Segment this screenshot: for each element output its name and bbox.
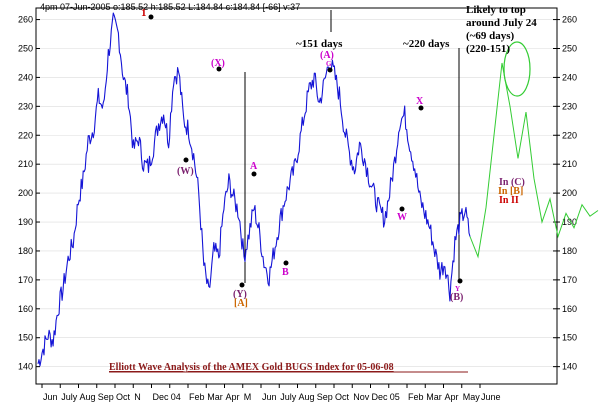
y-axis-ticks: 140 140 150 150 160 160 170 170 180 180 190 190 200 2… — [18, 15, 577, 372]
x-tick-label: Sep — [317, 392, 333, 402]
wave-label-w2: W — [397, 212, 407, 223]
x-tick-label: Dec — [153, 392, 170, 402]
plot-frame — [35, 7, 558, 385]
x-tick-label: M — [244, 392, 252, 402]
y-tick-label-right: 180 — [562, 246, 577, 256]
wave-label-x2: X — [416, 96, 424, 107]
wave-label-paren-b: (B) — [450, 292, 463, 303]
x-tick-label: May — [463, 392, 481, 402]
x-tick-label: July — [61, 392, 78, 402]
y-tick-label-left: 140 — [18, 362, 33, 372]
y-tick-label-left: 170 — [18, 275, 33, 285]
pivot-dot-x — [216, 66, 222, 72]
y-tick-label-left: 190 — [18, 217, 33, 227]
x-tick-label: Jun — [262, 392, 277, 402]
forecast-line-4: (220-151) — [466, 43, 510, 55]
y-tick-label-right: 210 — [562, 159, 577, 169]
in-b-label: In [B] — [498, 186, 523, 197]
days-151-label: ~151 days — [296, 38, 343, 50]
forecast-line-3: (~69 days) — [466, 30, 515, 42]
x-tick-label: June — [481, 392, 501, 402]
y-tick-label-right: 260 — [562, 15, 577, 25]
x-tick-label: Oct — [116, 392, 131, 402]
x-tick-label: Feb — [408, 392, 424, 402]
pivot-dot-w — [183, 157, 189, 163]
pivot-dot-b — [283, 260, 289, 266]
wave-label-1: 1 — [141, 7, 147, 19]
days-220-label: ~220 days — [403, 38, 450, 50]
x-tick-label: Oct — [335, 392, 350, 402]
x-tick-label: Nov — [353, 392, 370, 402]
pivot-dot-y — [239, 282, 245, 288]
in-c-label: In (C) — [499, 177, 525, 188]
x-tick-label: Jun — [43, 392, 58, 402]
y-tick-label-right: 240 — [562, 72, 577, 82]
y-tick-label-left: 240 — [18, 72, 33, 82]
x-tick-label: Dec — [372, 392, 389, 402]
y-tick-label-right: 200 — [562, 188, 577, 198]
x-tick-label: Apr — [445, 392, 459, 402]
y-tick-label-right: 170 — [562, 275, 577, 285]
y-tick-label-right: 150 — [562, 333, 577, 343]
y-tick-label-right: 250 — [562, 43, 577, 53]
y-tick-label-left: 230 — [18, 101, 33, 111]
pivot-dot-x2 — [418, 105, 424, 111]
y-tick-label-left: 200 — [18, 188, 33, 198]
forecast-line-1: Likely to top — [466, 4, 526, 16]
x-tick-label: Aug — [299, 392, 315, 402]
x-tick-label: July — [280, 392, 297, 402]
y-tick-label-right: 140 — [562, 362, 577, 372]
y-tick-label-right: 190 — [562, 217, 577, 227]
x-tick-label: Mar — [426, 392, 442, 402]
pivot-dot-paren-a — [327, 67, 333, 73]
y-tick-label-left: 160 — [18, 304, 33, 314]
pivot-dot-a — [251, 171, 257, 177]
wave-label-y: (Y) — [233, 289, 247, 300]
quote-header: 4pm 07-Jun-2005 o:185.52 h:185.52 L:184.… — [40, 2, 300, 12]
y-tick-label-left: 210 — [18, 159, 33, 169]
projection-line — [469, 62, 599, 259]
in-ii-label: In II — [499, 195, 519, 206]
wave-label-paren-a: (A) — [320, 50, 334, 61]
y-tick-label-right: 160 — [562, 304, 577, 314]
y-tick-label-right: 230 — [562, 101, 577, 111]
wave-label-g: G — [326, 60, 332, 68]
y-tick-label-left: 180 — [18, 246, 33, 256]
pivot-dots — [148, 14, 463, 288]
y-tick-label-left: 220 — [18, 130, 33, 140]
projection-target-ellipse — [503, 41, 531, 97]
y-tick-label-left: 150 — [18, 333, 33, 343]
wave-label-b: B — [282, 267, 289, 278]
x-tick-label: Mar — [207, 392, 223, 402]
x-tick-label: Feb — [189, 392, 205, 402]
chart-title: Elliott Wave Analysis of the AMEX Gold B… — [109, 362, 394, 373]
x-tick-label: 04 — [171, 392, 181, 402]
pivot-dot-y2 — [457, 278, 463, 284]
y-tick-label-left: 250 — [18, 43, 33, 53]
x-tick-label: Aug — [80, 392, 96, 402]
forecast-line-2: around July 24 — [466, 17, 537, 29]
wave-label-x: (X) — [211, 58, 225, 69]
x-tick-label: 05 — [390, 392, 400, 402]
gridlines — [36, 19, 557, 367]
y-tick-label-left: 260 — [18, 15, 33, 25]
price-line — [37, 12, 471, 367]
pivot-dot-1 — [148, 14, 154, 20]
wave-label-a: A — [250, 161, 258, 172]
y-tick-label-right: 220 — [562, 130, 577, 140]
x-tick-label: N — [134, 392, 141, 402]
wave-label-w: (W) — [177, 166, 194, 177]
wave-label-bracket-a: [A] — [234, 298, 248, 309]
x-axis-ticks: Jun July Aug Sep Oct N Dec 04 Feb Mar Apr M Jun July A… — [41, 384, 501, 402]
pivot-dot-w2 — [399, 206, 405, 212]
wave-label-y2: Y — [455, 285, 460, 293]
x-tick-label: Apr — [226, 392, 240, 402]
x-tick-label: Sep — [98, 392, 114, 402]
